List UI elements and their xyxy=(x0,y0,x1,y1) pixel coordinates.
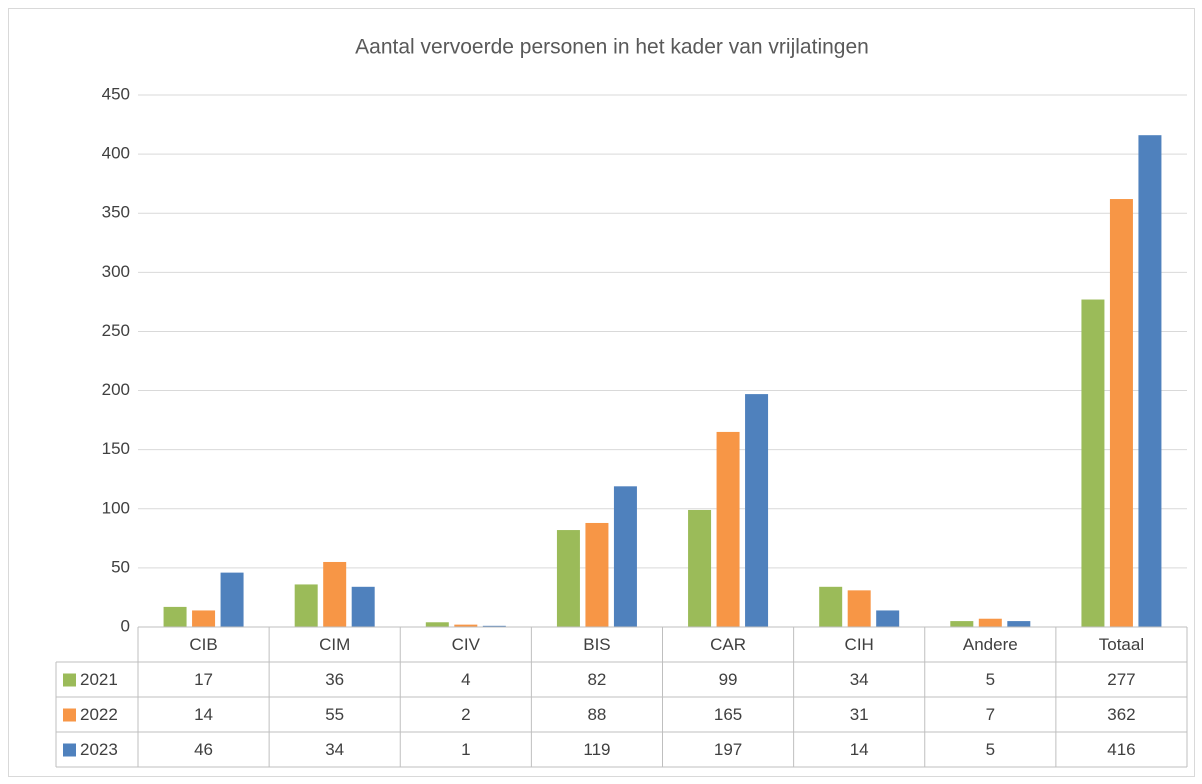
table-value: 36 xyxy=(325,670,344,689)
table-value: 88 xyxy=(587,705,606,724)
table-value: 82 xyxy=(587,670,606,689)
table-value: 2 xyxy=(461,705,470,724)
x-tick-label: CIH xyxy=(845,635,874,654)
legend-swatch xyxy=(63,743,76,757)
bar xyxy=(220,572,244,627)
y-tick-label: 300 xyxy=(102,262,130,281)
table-value: 34 xyxy=(850,670,869,689)
table-value: 197 xyxy=(714,740,742,759)
bar xyxy=(613,486,637,627)
legend-swatch xyxy=(63,673,76,687)
bar xyxy=(819,586,843,627)
legend-label: 2022 xyxy=(80,705,118,724)
bar xyxy=(688,509,712,627)
x-tick-label: CIV xyxy=(452,635,481,654)
bar xyxy=(192,610,216,627)
y-tick-label: 50 xyxy=(111,557,130,576)
table-value: 362 xyxy=(1107,705,1135,724)
table-value: 277 xyxy=(1107,670,1135,689)
y-tick-label: 200 xyxy=(102,380,130,399)
table-value: 31 xyxy=(850,705,869,724)
bar xyxy=(1007,621,1031,627)
bar xyxy=(482,625,506,627)
bar xyxy=(454,624,478,627)
y-tick-label: 350 xyxy=(102,203,130,222)
x-tick-label: Totaal xyxy=(1099,635,1144,654)
legend-label: 2021 xyxy=(80,670,118,689)
table-value: 7 xyxy=(986,705,995,724)
chart-title: Aantal vervoerde personen in het kader v… xyxy=(355,36,869,59)
bar xyxy=(585,522,609,627)
y-tick-label: 0 xyxy=(121,616,130,635)
table-value: 416 xyxy=(1107,740,1135,759)
table-value: 4 xyxy=(461,670,470,689)
table-value: 99 xyxy=(719,670,738,689)
x-tick-label: BIS xyxy=(583,635,610,654)
table-value: 14 xyxy=(194,705,213,724)
table-value: 1 xyxy=(461,740,470,759)
table-value: 17 xyxy=(194,670,213,689)
bar xyxy=(876,610,900,627)
bar xyxy=(351,586,375,627)
y-tick-label: 100 xyxy=(102,498,130,517)
bar xyxy=(1138,135,1162,627)
table-value: 119 xyxy=(583,740,610,759)
chart-border xyxy=(8,8,1195,777)
table-value: 5 xyxy=(986,740,995,759)
x-tick-label: CAR xyxy=(710,635,746,654)
bar xyxy=(163,606,187,627)
y-tick-label: 150 xyxy=(102,439,130,458)
table-value: 55 xyxy=(325,705,344,724)
table-value: 46 xyxy=(194,740,213,759)
bar xyxy=(978,618,1002,627)
y-tick-label: 250 xyxy=(102,321,130,340)
table-value: 34 xyxy=(325,740,344,759)
bar xyxy=(1081,299,1105,627)
bar xyxy=(716,431,740,627)
bar xyxy=(556,530,580,627)
bar xyxy=(425,622,449,627)
bar xyxy=(847,590,871,627)
legend-label: 2023 xyxy=(80,740,118,759)
bar xyxy=(745,394,769,627)
table-value: 14 xyxy=(850,740,869,759)
bar xyxy=(1109,199,1133,627)
legend-swatch xyxy=(63,708,76,722)
table-value: 165 xyxy=(714,705,742,724)
y-tick-label: 400 xyxy=(102,144,130,163)
x-tick-label: CIB xyxy=(189,635,217,654)
x-tick-label: Andere xyxy=(963,635,1018,654)
y-tick-label: 450 xyxy=(102,84,130,103)
bar xyxy=(294,584,318,627)
table-value: 5 xyxy=(986,670,995,689)
bar xyxy=(323,561,347,627)
bar xyxy=(950,621,974,627)
x-tick-label: CIM xyxy=(319,635,350,654)
